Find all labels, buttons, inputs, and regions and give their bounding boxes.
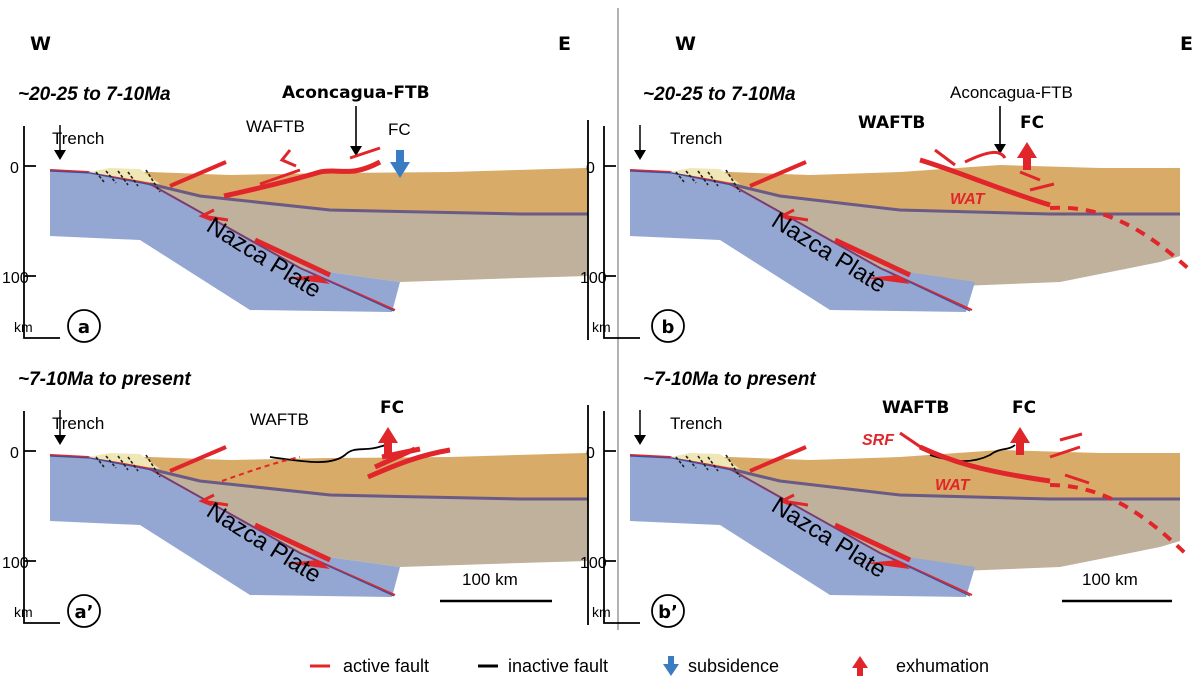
period-label-b: ~20-25 to 7-10Ma [643,84,796,105]
legend-active-fault: active fault [343,656,429,676]
period-label-a2: ~7-10Ma to present [18,369,191,390]
wat-fault-b-2 [934,148,1055,192]
east-label-b: E [1180,33,1193,55]
depth-100-label-b: 100 [580,270,607,287]
fc-label-b2: FC [1012,398,1036,418]
depth-100-label-b2: 100 [580,555,607,572]
inactive-fault-a2 [269,444,386,463]
active-fault-a-2 [259,146,381,186]
depth-unit-label-b: km [592,319,611,335]
west-label: W [30,33,51,55]
srf-label-b2: SRF [862,432,895,449]
deep-fault-b [1049,205,1192,272]
legend-inactive-fault: inactive fault [508,656,608,676]
depth-unit-label: km [14,319,33,335]
panel-a-badge [67,309,101,343]
waftb-label: WAFTB [246,117,305,136]
trench-label-b2: Trench [670,414,722,433]
wat-fault-b [919,157,1051,208]
panel-a2-letter: a’ [75,602,94,623]
depth-100-label: 100 [2,270,29,287]
wat-fault-b2 [918,444,1051,484]
subsidence-arrow-icon [390,150,410,178]
aconcagua-ftb-label-b: Aconcagua-FTB [950,83,1073,102]
legend-exhumation: exhumation [896,656,989,676]
period-label-a: ~20-25 to 7-10Ma [18,84,171,105]
exhumation-arrow-icon-a2 [378,427,398,455]
waftb-label-b: WAFTB [858,113,925,133]
legend-subsidence: subsidence [688,656,779,676]
wat-label-b2: WAT [935,477,971,494]
waftb-label-a2: WAFTB [250,410,309,429]
panel-b2-badge [651,594,685,628]
panel-a: W E ~20-25 to 7-10Ma Trench 0 100 km Naz… [2,33,588,343]
panel-b: W E ~20-25 to 7-10Ma Trench 0 100 km Naz… [580,33,1193,343]
aconcagua-pointer-tip-b [994,144,1006,154]
panel-a-letter: a [78,317,90,338]
trench-label-b: Trench [670,129,722,148]
scale-label-b2: 100 km [1082,570,1138,589]
deep-fault-b2 [1049,483,1187,555]
depth-0-label-b2: 0 [586,445,595,462]
panel-b-letter: b [662,317,675,338]
fc-label-b: FC [1020,113,1044,133]
exhumation-legend-icon [852,656,868,676]
period-label-b2: ~7-10Ma to present [643,369,816,390]
panel-b-prime: ~7-10Ma to present Trench 0 100 km Nazca… [580,369,1187,628]
panel-a2-badge [67,594,101,628]
cross-section-b [604,125,1180,338]
exhumation-arrow-icon [1017,142,1037,170]
aconcagua-pointer-tip [350,146,362,156]
scale-label-a2: 100 km [462,570,518,589]
cross-section-a [24,120,588,340]
depth-0-label-a2: 0 [10,445,19,462]
panel-b2-letter: b’ [658,602,678,623]
fc-label: FC [388,120,411,139]
depth-unit-label-a2: km [14,604,33,620]
cross-section-a2 [24,405,588,625]
dashed-fault-a2 [221,456,301,482]
west-label-b: W [675,33,696,55]
fc-label-a2: FC [380,398,404,418]
depth-unit-label-b2: km [592,604,611,620]
depth-0-label-b: 0 [586,160,595,177]
east-label: E [558,33,571,55]
depth-0-label: 0 [10,160,19,177]
trench-label-a2: Trench [52,414,104,433]
wat-label-b: WAT [950,191,986,208]
active-fault-a [223,159,382,199]
panel-b-badge [651,309,685,343]
srf-fault-b2 [899,431,1090,485]
subsidence-legend-icon [663,656,679,676]
trench-label: Trench [52,129,104,148]
exhumation-arrow-icon-b2 [1010,427,1030,455]
aconcagua-ftb-label: Aconcagua-FTB [282,83,430,103]
active-fault-a2 [366,446,451,480]
panel-a-prime: ~7-10Ma to present Trench 0 100 km Nazca… [2,369,588,628]
waftb-label-b2: WAFTB [882,398,949,418]
legend: active fault inactive fault subsidence e… [310,656,989,676]
depth-100-label-a2: 100 [2,555,29,572]
